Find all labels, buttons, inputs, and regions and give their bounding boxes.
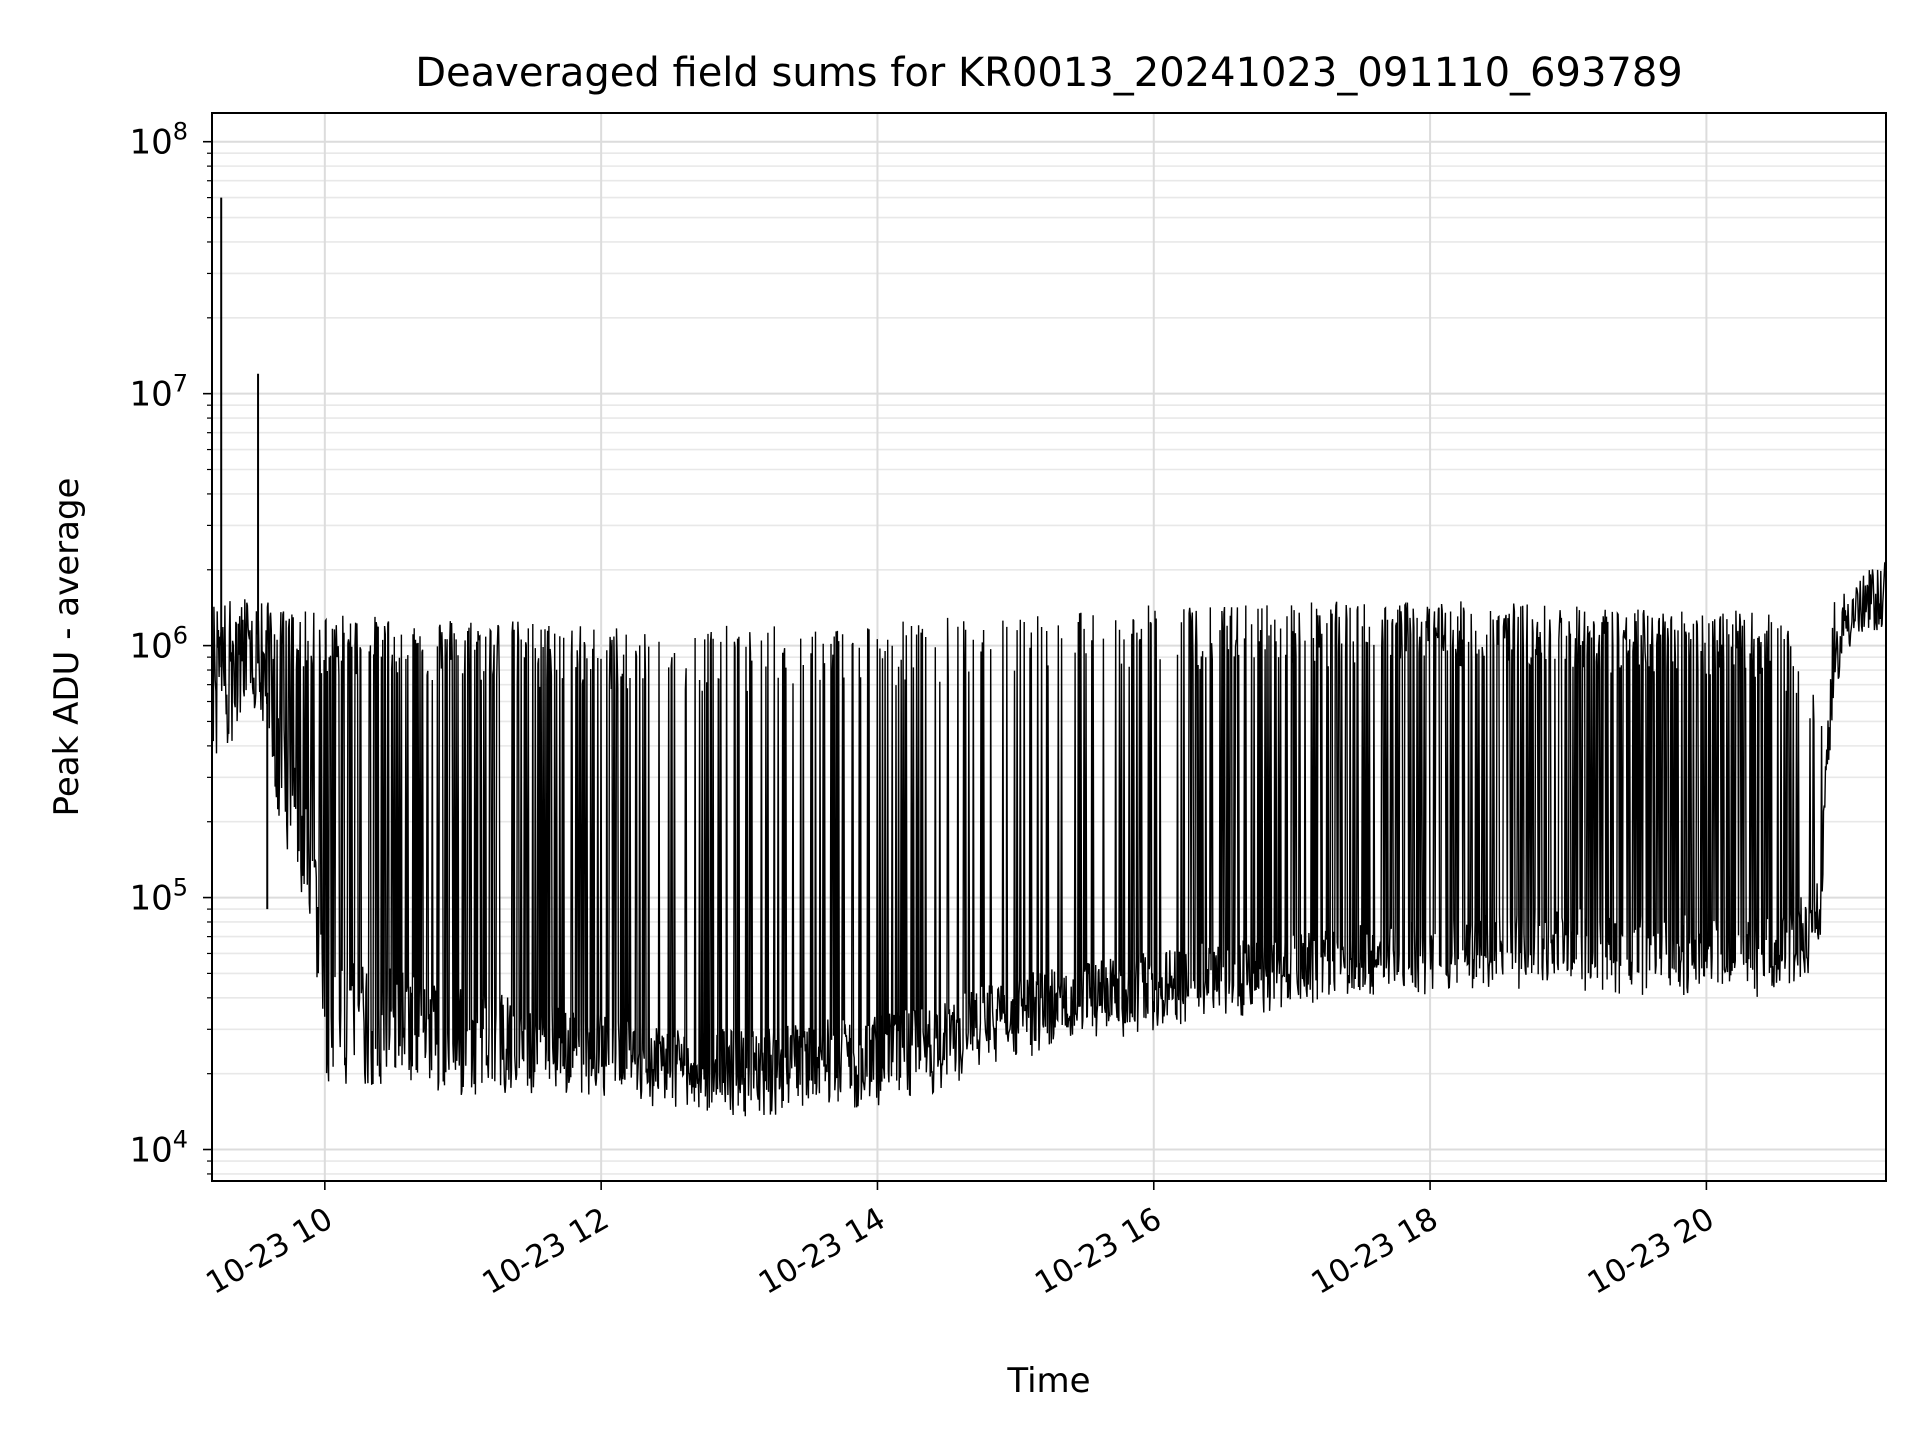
- y-tick-label: 104: [129, 1126, 188, 1171]
- y-tick-label: 105: [129, 874, 188, 919]
- plot-frame: [211, 112, 1887, 1182]
- y-tick-label: 106: [129, 622, 188, 667]
- x-axis-label: Time: [1006, 1361, 1090, 1401]
- y-tick-label: 107: [129, 370, 188, 415]
- chart-title: Deaveraged field sums for KR0013_2024102…: [415, 50, 1683, 96]
- data-series-line: [211, 561, 1887, 1117]
- y-axis-label: Peak ADU - average: [47, 478, 87, 817]
- y-tick-label: 108: [129, 118, 188, 163]
